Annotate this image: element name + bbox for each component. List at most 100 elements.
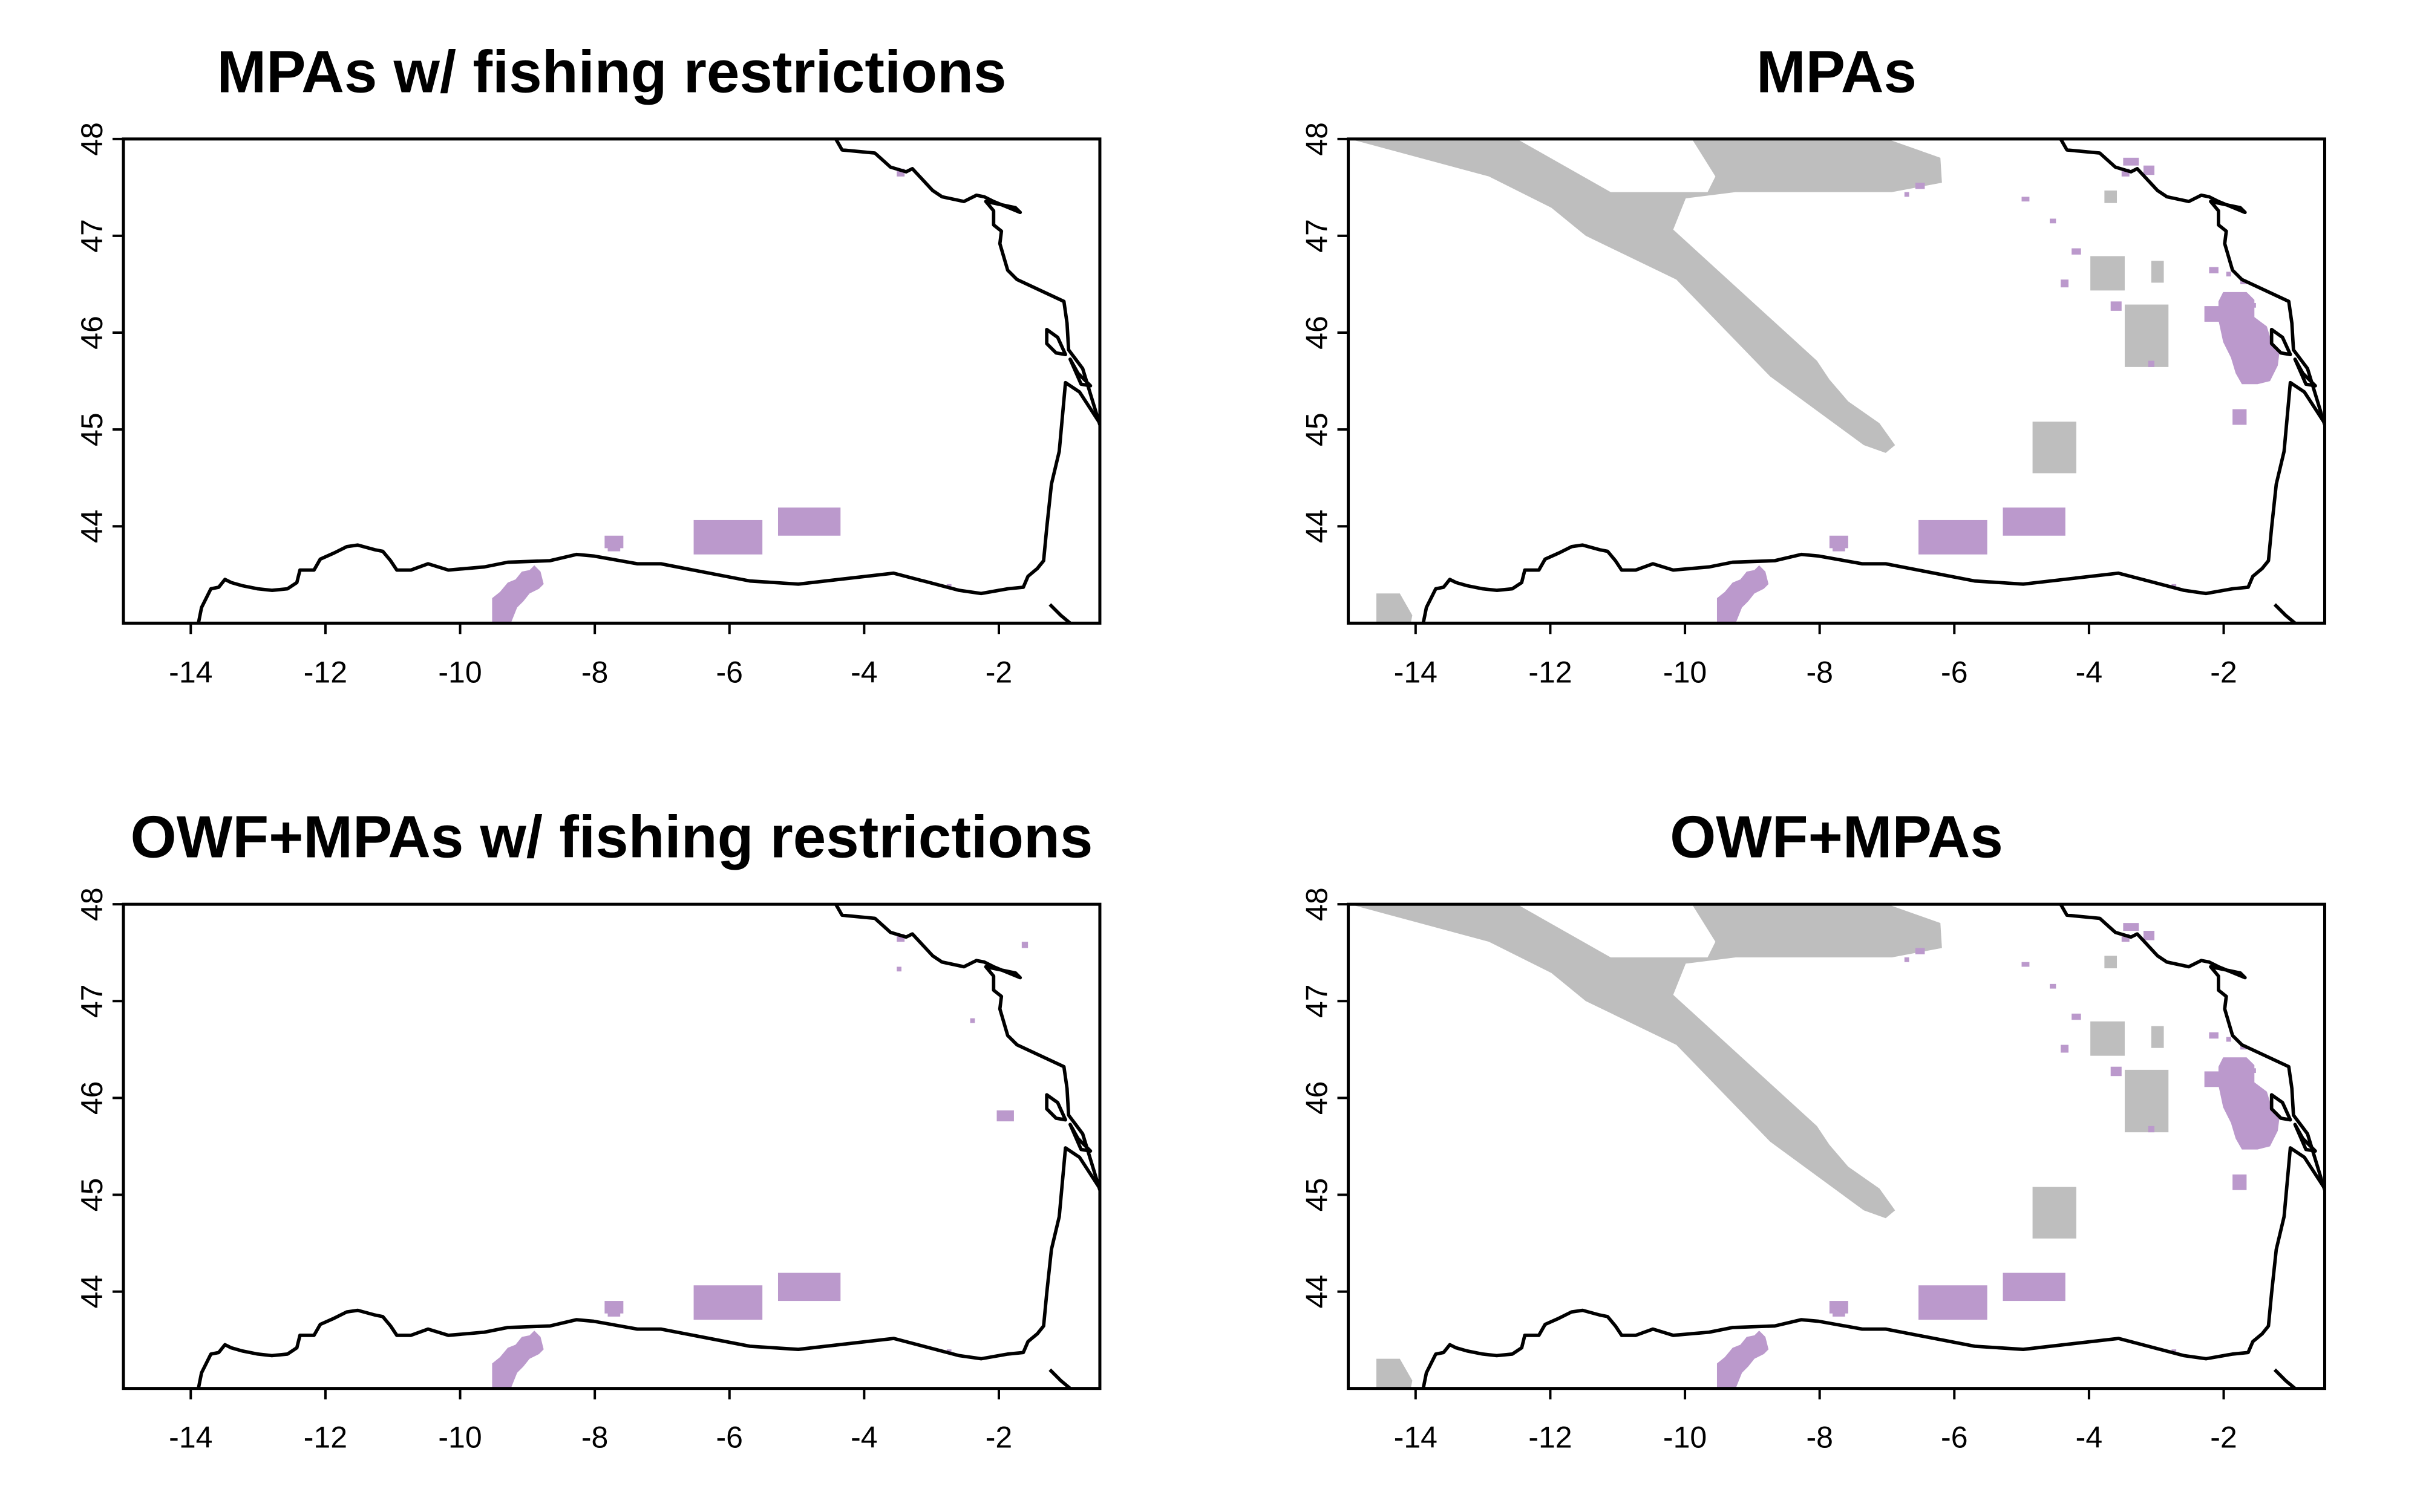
x-tick-label: -4 — [2076, 655, 2102, 689]
coastline — [1421, 904, 2325, 1389]
mpa-area — [2218, 292, 2280, 385]
mpa-area — [2049, 983, 2056, 989]
x-tick-label: -2 — [2210, 655, 2237, 689]
mpa-area — [2110, 1066, 2122, 1077]
owf-zone — [1376, 1358, 1413, 1389]
mpa-area — [2226, 272, 2231, 277]
mpa-area — [2003, 507, 2065, 536]
x-tick-label: -12 — [1528, 655, 1572, 689]
mpa-area — [2072, 1013, 2081, 1020]
x-tick-label: -12 — [304, 655, 347, 689]
y-tick-label: 48 — [1300, 887, 1334, 921]
panel-title: MPAs — [1756, 38, 1917, 105]
x-tick-label: -10 — [438, 1421, 482, 1455]
mpa-area — [2226, 1037, 2231, 1042]
mpa-area — [492, 1331, 544, 1389]
x-tick-label: -8 — [1806, 655, 1833, 689]
mpa-area — [2143, 165, 2155, 175]
y-tick-label: 46 — [1300, 316, 1334, 350]
owf-zone — [1376, 593, 1413, 624]
mpa-area — [2123, 157, 2139, 166]
mpa-area — [2204, 1071, 2220, 1087]
mpa-area — [2072, 248, 2081, 255]
coastline-path — [197, 1146, 1100, 1389]
owf-zone — [2151, 261, 2164, 283]
x-tick-label: -14 — [169, 655, 212, 689]
island-outline — [2293, 1123, 2317, 1153]
map-panel-p3: OWF+MPAs w/ fishing restrictions -14 -12 -1… — [75, 804, 1102, 1455]
map-layers — [197, 138, 1100, 624]
mpa-area — [1904, 957, 1909, 962]
mpa-area — [2021, 197, 2030, 202]
island-outline — [2269, 1093, 2292, 1122]
x-tick-label: -6 — [1941, 655, 1967, 689]
plot-frame — [1347, 902, 2326, 1390]
mpa-area — [2218, 1057, 2280, 1150]
mpa-area — [2232, 409, 2247, 425]
mpa-area — [607, 1307, 621, 1317]
owf-zone — [1350, 138, 1942, 453]
mpa-areas — [492, 168, 952, 624]
plot-frame — [1347, 137, 2326, 625]
island-outline — [1068, 357, 1093, 388]
panel-title: OWF+MPAs w/ fishing restrictions — [131, 804, 1093, 870]
x-tick-label: -2 — [2210, 1421, 2237, 1455]
island-outline — [1068, 1123, 1093, 1153]
mpa-area — [1918, 1285, 1987, 1320]
y-tick-label: 45 — [1300, 412, 1334, 446]
map-layers — [1350, 138, 2325, 624]
mpa-area — [777, 1272, 841, 1302]
y-tick-label: 44 — [75, 509, 109, 543]
y-tick-label: 45 — [75, 1178, 109, 1212]
map-layers — [1350, 904, 2325, 1389]
y-tick-label: 47 — [75, 984, 109, 1018]
y-tick-label: 48 — [75, 122, 109, 156]
x-tick-label: -10 — [1663, 655, 1707, 689]
mpa-area — [946, 1349, 952, 1353]
x-tick-label: -8 — [1806, 1421, 1833, 1455]
mpa-area — [2003, 1272, 2065, 1302]
x-tick-label: -14 — [1394, 655, 1437, 689]
map-panel-p1: MPAs w/ fishing restrictions -14 -12 -10 -8 -… — [75, 38, 1102, 689]
mpa-area — [2110, 301, 2122, 311]
coastline-path — [2059, 138, 2325, 426]
map-panel-p2: MPAs -14 -12 -10 -8 -6 -4 -2 44 45 46 47 48 — [1300, 38, 2326, 689]
x-tick-label: -2 — [986, 1421, 1012, 1455]
mpa-areas — [1716, 157, 2280, 624]
mpa-area — [1915, 948, 1925, 954]
coastline — [1421, 138, 2325, 624]
y-tick-label: 44 — [75, 1275, 109, 1309]
x-tick-label: -12 — [304, 1421, 347, 1455]
mpa-area — [2171, 1349, 2177, 1353]
island-outline — [1045, 328, 1067, 357]
x-tick-label: -10 — [1663, 1421, 1707, 1455]
mpa-area — [2232, 1174, 2247, 1190]
x-tick-label: -2 — [986, 655, 1012, 689]
owf-zones — [1350, 138, 2169, 624]
y-tick-label: 45 — [1300, 1178, 1334, 1212]
mpa-area — [2143, 931, 2155, 940]
mpa-area — [1915, 183, 1925, 189]
x-tick-label: -6 — [716, 655, 743, 689]
mpa-area — [2148, 1126, 2155, 1133]
island-outline — [1045, 1093, 1067, 1122]
mpa-area — [996, 1110, 1014, 1122]
mpa-area — [970, 1018, 975, 1023]
mpa-area — [2061, 279, 2068, 288]
mpa-area — [492, 565, 544, 624]
mpa-area — [2209, 267, 2219, 273]
y-tick-label: 46 — [75, 1081, 109, 1115]
coastline-path — [1048, 603, 1071, 624]
owf-zone — [1350, 904, 1942, 1219]
mpa-area — [1716, 1331, 1769, 1389]
owf-zone — [2124, 304, 2169, 367]
coastline-path — [834, 138, 1100, 426]
mpa-area — [2209, 1032, 2219, 1039]
mpa-area — [777, 507, 841, 536]
mpa-area — [2148, 360, 2155, 367]
coastline — [197, 138, 1100, 624]
owf-zone — [2104, 191, 2118, 203]
owf-zone — [2090, 1021, 2125, 1056]
